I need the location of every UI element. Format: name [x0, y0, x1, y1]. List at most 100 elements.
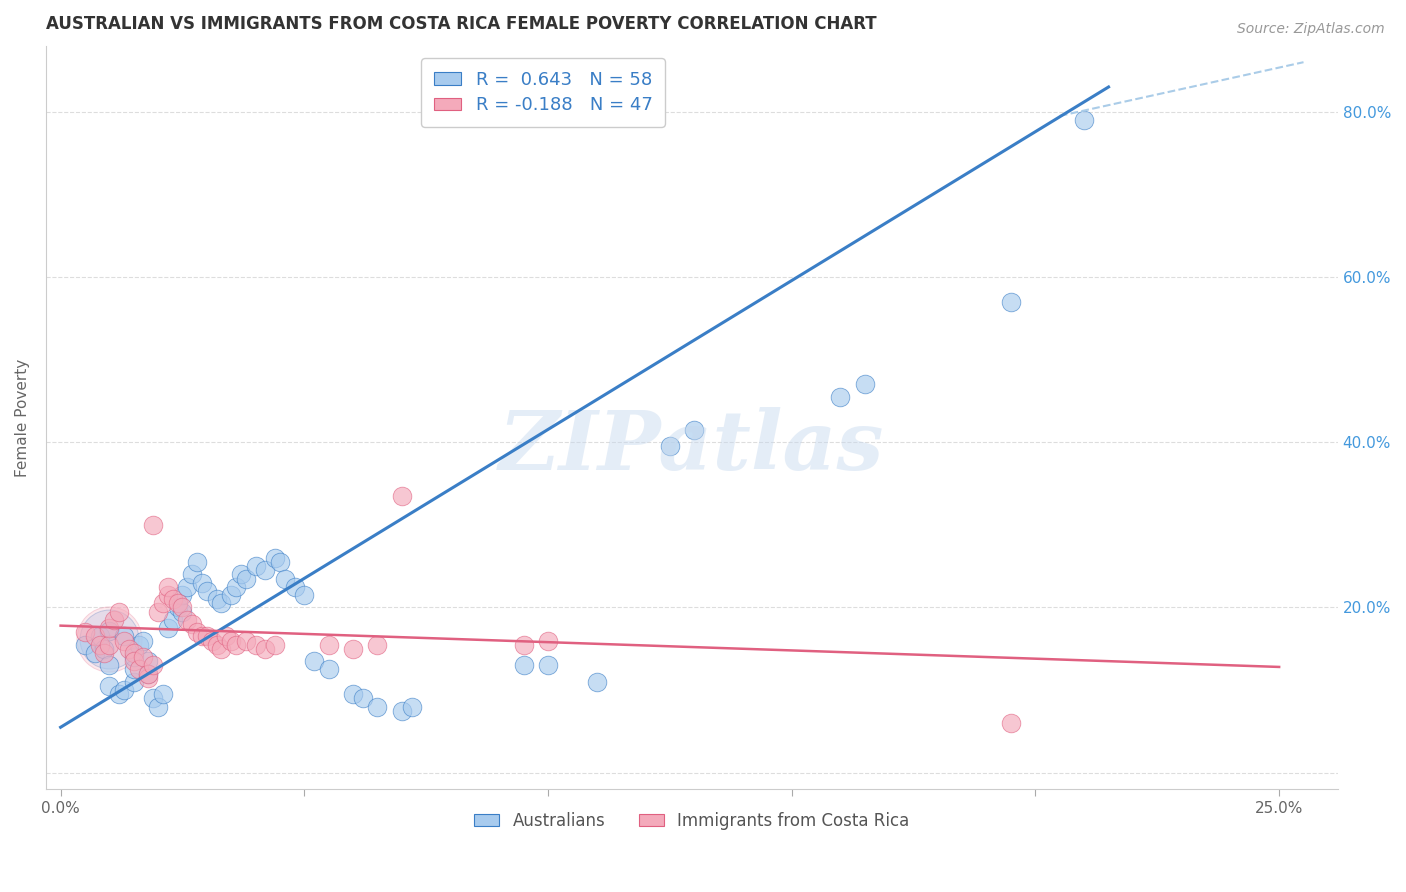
- Text: Source: ZipAtlas.com: Source: ZipAtlas.com: [1237, 22, 1385, 37]
- Point: [186, 555, 208, 569]
- Point: [585, 674, 607, 689]
- Point: [98, 632, 121, 646]
- Point: [186, 625, 208, 640]
- Text: ZIPatlas: ZIPatlas: [499, 407, 884, 487]
- Point: [264, 638, 287, 652]
- Point: [83, 646, 105, 660]
- Point: [128, 662, 150, 676]
- Point: [83, 629, 105, 643]
- Point: [512, 658, 534, 673]
- Point: [264, 550, 287, 565]
- Point: [401, 699, 423, 714]
- Point: [391, 489, 413, 503]
- Point: [132, 633, 155, 648]
- Point: [146, 605, 169, 619]
- Point: [245, 559, 267, 574]
- Point: [302, 654, 325, 668]
- Point: [162, 592, 184, 607]
- Point: [122, 650, 145, 665]
- Point: [181, 617, 204, 632]
- Point: [122, 674, 145, 689]
- Point: [118, 641, 141, 656]
- Point: [122, 662, 145, 676]
- Point: [136, 666, 159, 681]
- Point: [89, 629, 111, 643]
- Point: [172, 605, 194, 619]
- Point: [98, 638, 121, 652]
- Point: [366, 699, 388, 714]
- Point: [89, 638, 111, 652]
- Point: [205, 592, 228, 607]
- Point: [98, 658, 121, 673]
- Point: [73, 638, 96, 652]
- Point: [142, 517, 165, 532]
- Point: [98, 624, 121, 638]
- Point: [195, 629, 218, 643]
- Point: [201, 633, 224, 648]
- Point: [191, 575, 214, 590]
- Point: [683, 423, 706, 437]
- Point: [658, 439, 681, 453]
- Point: [205, 638, 228, 652]
- Point: [219, 633, 242, 648]
- Point: [98, 632, 121, 646]
- Point: [254, 563, 277, 577]
- Point: [254, 641, 277, 656]
- Point: [1073, 113, 1095, 128]
- Point: [112, 683, 135, 698]
- Point: [830, 390, 852, 404]
- Point: [1000, 294, 1022, 309]
- Point: [136, 654, 159, 668]
- Point: [152, 596, 174, 610]
- Point: [146, 699, 169, 714]
- Point: [166, 600, 188, 615]
- Point: [108, 605, 131, 619]
- Point: [98, 621, 121, 635]
- Point: [112, 633, 135, 648]
- Point: [284, 580, 307, 594]
- Point: [122, 646, 145, 660]
- Point: [1000, 716, 1022, 731]
- Point: [229, 567, 252, 582]
- Point: [391, 704, 413, 718]
- Point: [142, 691, 165, 706]
- Point: [73, 625, 96, 640]
- Point: [93, 641, 115, 656]
- Point: [195, 583, 218, 598]
- Text: AUSTRALIAN VS IMMIGRANTS FROM COSTA RICA FEMALE POVERTY CORRELATION CHART: AUSTRALIAN VS IMMIGRANTS FROM COSTA RICA…: [46, 15, 876, 33]
- Point: [215, 629, 238, 643]
- Point: [172, 600, 194, 615]
- Point: [235, 572, 257, 586]
- Point: [136, 666, 159, 681]
- Point: [112, 629, 135, 643]
- Point: [318, 638, 340, 652]
- Point: [352, 691, 374, 706]
- Point: [176, 613, 198, 627]
- Point: [342, 641, 364, 656]
- Point: [274, 572, 297, 586]
- Point: [209, 641, 232, 656]
- Point: [93, 646, 115, 660]
- Point: [853, 377, 876, 392]
- Point: [318, 662, 340, 676]
- Y-axis label: Female Poverty: Female Poverty: [15, 359, 30, 476]
- Point: [166, 596, 188, 610]
- Point: [225, 580, 247, 594]
- Point: [132, 650, 155, 665]
- Point: [181, 567, 204, 582]
- Point: [128, 638, 150, 652]
- Point: [103, 613, 125, 627]
- Point: [176, 580, 198, 594]
- Point: [191, 629, 214, 643]
- Point: [512, 638, 534, 652]
- Point: [152, 687, 174, 701]
- Point: [172, 588, 194, 602]
- Point: [537, 658, 560, 673]
- Point: [245, 638, 267, 652]
- Point: [366, 638, 388, 652]
- Point: [342, 687, 364, 701]
- Point: [235, 633, 257, 648]
- Legend: Australians, Immigrants from Costa Rica: Australians, Immigrants from Costa Rica: [468, 805, 915, 837]
- Point: [209, 596, 232, 610]
- Point: [219, 588, 242, 602]
